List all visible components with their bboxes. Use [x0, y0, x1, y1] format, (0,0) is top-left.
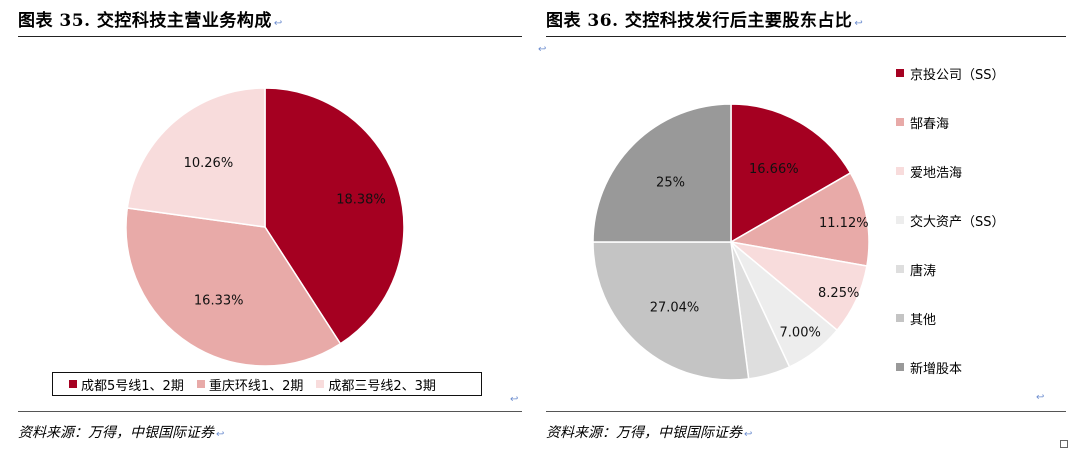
right-legend-swatch-4	[896, 216, 904, 224]
paragraph-mark-icon: ↩	[744, 429, 753, 440]
left-pie-data-label-3: 10.26%	[184, 156, 234, 171]
left-pie-slice-2	[125, 207, 342, 367]
right-figure-title: 图表 36. 交控科技发行后主要股东占比 ↩	[546, 11, 864, 31]
title-rule	[546, 36, 1066, 37]
right-legend-label-2: 郜春海	[910, 117, 950, 132]
left-pie-slice-3	[126, 87, 266, 228]
left-legend-swatch-1	[69, 380, 77, 388]
right-legend-item-3: 爱地浩海	[896, 162, 1056, 211]
paragraph-mark-icon: ↩	[538, 44, 547, 55]
source-rule	[18, 411, 522, 412]
right-pie-slice-1	[730, 103, 852, 244]
right-legend-label-5: 唐涛	[910, 264, 937, 279]
right-legend-label-4: 交大资产（SS）	[910, 215, 1005, 230]
left-legend-swatch-3	[316, 380, 325, 388]
right-legend-item-6: 其他	[896, 309, 1056, 358]
right-source-note: 资料来源：万得，中银国际证券 ↩	[546, 425, 753, 441]
right-pie-data-label-3: 8.25%	[818, 286, 859, 301]
right-legend-swatch-1	[896, 69, 904, 77]
left-figure: 图表 35. 交控科技主营业务构成 ↩ 18.38% 16.33% 10.26% 成都…	[18, 0, 522, 452]
left-legend-item-2: 重庆环线1、2期	[196, 375, 304, 394]
right-legend-label-3: 爱地浩海	[910, 166, 963, 181]
right-pie-data-label-6: 27.04%	[650, 300, 700, 315]
left-legend-item-3: 成都三号线2、3期	[316, 375, 436, 394]
right-legend-item-5: 唐涛	[896, 260, 1056, 309]
paragraph-mark-icon: ↩	[510, 394, 519, 405]
right-pie-data-label-4: 7.00%	[780, 326, 821, 341]
right-figure: 图表 36. 交控科技发行后主要股东占比 ↩ ↩ 16.66% 11.12% 8.25…	[538, 0, 1066, 452]
right-legend-swatch-7	[896, 363, 904, 371]
right-legend: 京投公司（SS） 郜春海爱地浩海交大资产（SS） 唐涛其他新增股本	[896, 64, 1056, 407]
paragraph-mark-icon: ↩	[1036, 392, 1045, 403]
right-legend-label-7: 新增股本	[910, 362, 963, 377]
right-pie-slice-6	[592, 241, 750, 380]
left-legend-label-3: 成都三号线2、3期	[328, 378, 436, 394]
left-figure-title: 图表 35. 交控科技主营业务构成 ↩	[18, 11, 283, 31]
left-legend-label-2: 重庆环线1、2期	[208, 378, 304, 394]
right-legend-swatch-3	[896, 167, 904, 175]
right-legend-item-7: 新增股本	[896, 358, 1056, 407]
left-pie-chart: 18.38% 16.33% 10.26%	[125, 87, 405, 367]
left-source-note: 资料来源：万得，中银国际证券 ↩	[18, 425, 225, 441]
left-legend: 成都5号线1、2期 重庆环线1、2期 成都三号线2、3期	[52, 372, 482, 396]
right-pie-data-label-7: 25%	[656, 176, 685, 191]
left-legend-swatch-2	[196, 380, 205, 388]
left-legend-item-1: 成都5号线1、2期	[69, 375, 184, 394]
left-pie-data-label-1: 18.38%	[336, 193, 386, 208]
right-legend-item-2: 郜春海	[896, 113, 1056, 162]
paragraph-mark-icon: ↩	[216, 429, 225, 440]
page-corner-marker	[1060, 440, 1068, 448]
paragraph-mark-icon: ↩	[273, 18, 283, 29]
right-legend-swatch-5	[896, 265, 904, 273]
right-pie-data-label-1: 16.66%	[749, 162, 799, 177]
title-rule	[18, 36, 522, 37]
right-pie-chart: 16.66%11.12%8.25%7.00%4.93%27.04%25%	[592, 103, 870, 380]
right-legend-label-6: 其他	[910, 313, 937, 328]
right-pie-slice-2	[728, 171, 870, 267]
right-legend-swatch-6	[896, 314, 904, 322]
right-legend-item-4: 交大资产（SS）	[896, 211, 1056, 260]
right-pie-data-label-2: 11.12%	[819, 216, 869, 231]
left-pie-data-label-2: 16.33%	[194, 294, 244, 309]
right-legend-label-1: 京投公司（SS）	[910, 68, 1005, 83]
source-rule	[546, 411, 1066, 412]
right-legend-swatch-2	[896, 118, 904, 126]
left-legend-label-1: 成都5号线1、2期	[81, 378, 184, 394]
right-pie-slice-7	[592, 103, 732, 243]
paragraph-mark-icon: ↩	[854, 18, 864, 29]
right-legend-item-1: 京投公司（SS）	[896, 64, 1056, 113]
